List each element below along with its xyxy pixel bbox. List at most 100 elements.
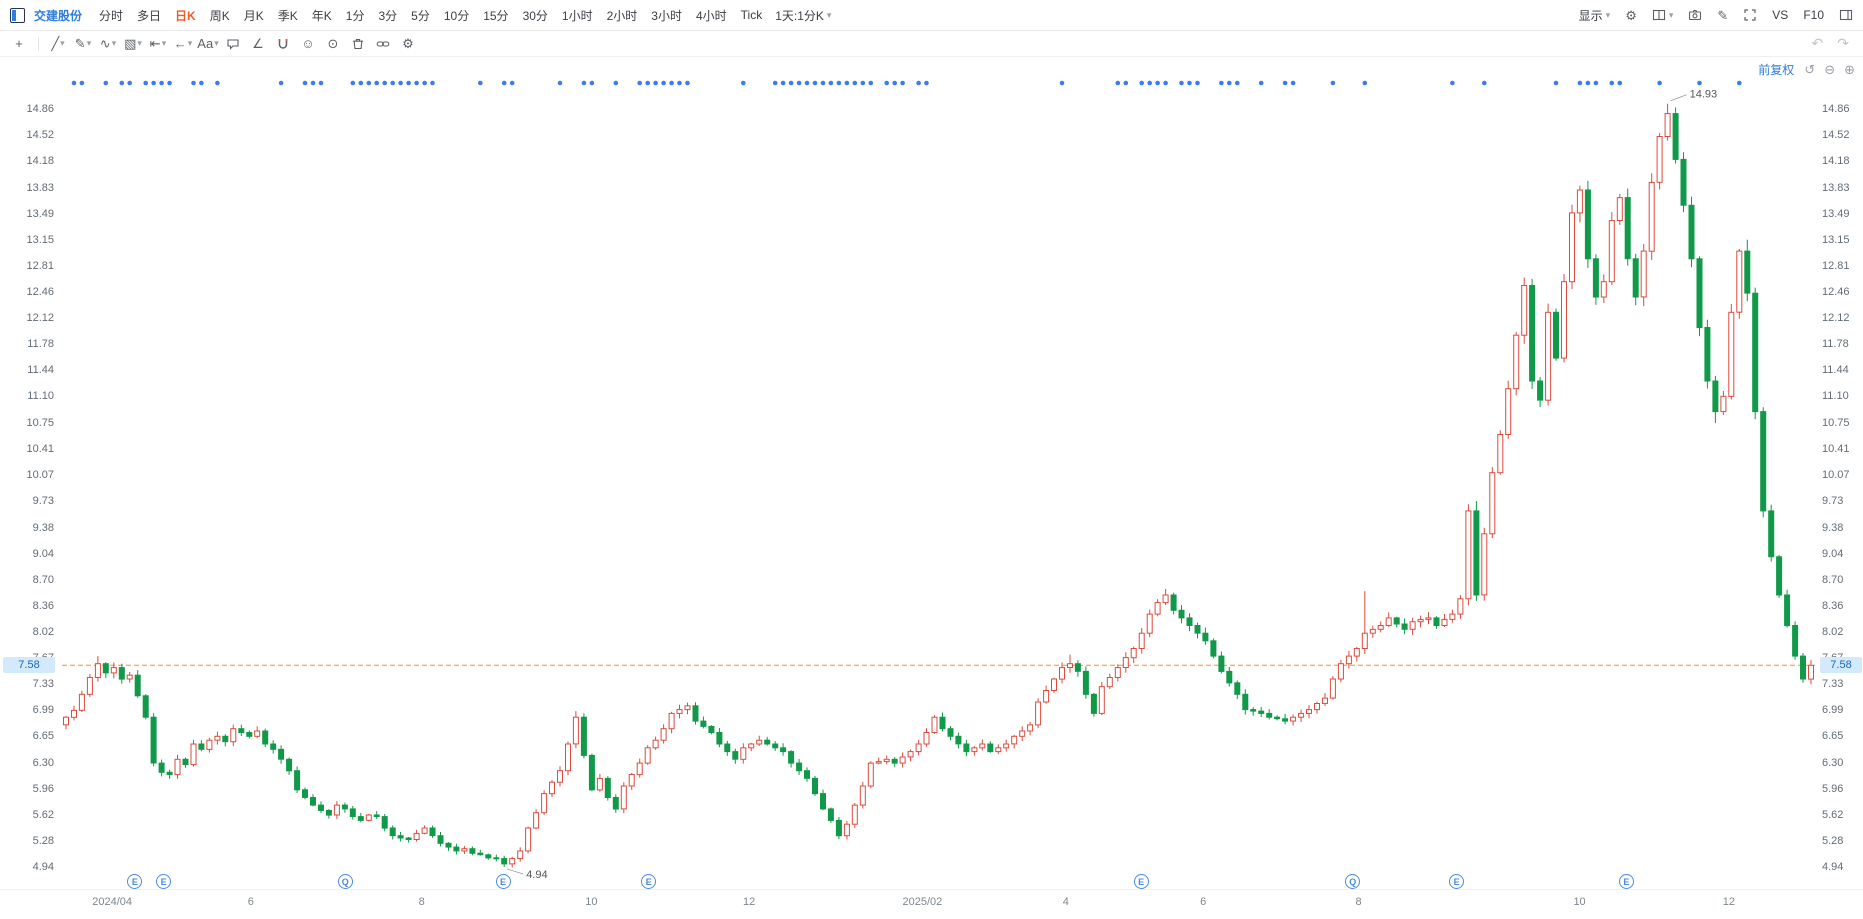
period-tab-4[interactable]: 月K [243,8,264,23]
undo-icon[interactable]: ↶ [1811,35,1824,51]
news-event-dot[interactable] [509,80,515,86]
announcement-marker-1[interactable]: E [156,874,172,889]
period-tab-7[interactable]: 1分 [345,8,365,23]
adjust-mode-button[interactable]: 前复权 [1758,63,1795,77]
news-event-dot[interactable] [613,80,619,86]
announcement-marker-0[interactable]: E [127,874,143,889]
news-event-dot[interactable] [478,80,483,86]
news-event-dot[interactable] [1609,80,1615,86]
news-event-dot[interactable] [860,80,866,86]
fullscreen-icon[interactable] [1743,8,1757,22]
announcement-marker-5[interactable]: E [1133,874,1149,889]
news-event-dot[interactable] [414,80,419,86]
news-event-dot[interactable] [645,80,650,86]
period-tab-11[interactable]: 15分 [483,8,509,23]
period-tab-0[interactable]: 分时 [99,8,124,23]
news-event-dot[interactable] [1163,80,1168,86]
news-event-dot[interactable] [1362,80,1368,86]
news-event-dot[interactable] [215,80,220,86]
announcement-marker-3[interactable]: E [495,874,511,889]
news-event-dot[interactable] [119,80,125,86]
news-event-dot[interactable] [1059,80,1065,86]
announcement-marker-7[interactable]: E [1449,874,1465,889]
news-event-dot[interactable] [892,80,897,86]
news-event-dot[interactable] [374,80,380,86]
comment-tool[interactable] [222,34,244,54]
news-event-dot[interactable] [812,80,818,86]
news-event-dot[interactable] [868,80,874,86]
zoom-in-icon[interactable]: ⊕ [1844,62,1855,77]
news-event-dot[interactable] [79,80,85,86]
news-event-dot[interactable] [1593,80,1599,86]
vs-button[interactable]: VS [1772,8,1788,22]
news-event-dot[interactable] [1697,80,1702,86]
news-event-dot[interactable] [900,80,905,86]
news-event-dot[interactable] [589,80,595,86]
news-event-dot[interactable] [828,80,834,86]
news-event-dot[interactable] [318,80,324,86]
news-event-dot[interactable] [1553,80,1559,86]
news-event-dot[interactable] [653,80,658,86]
panel-toggle-icon[interactable] [1839,8,1853,22]
link-tool[interactable] [372,34,394,54]
news-event-dot[interactable] [669,80,674,86]
period-tab-17[interactable]: Tick [740,8,763,22]
draw-mode-icon[interactable]: ✎ [1717,7,1729,23]
news-event-dot[interactable] [1179,80,1184,86]
news-event-dot[interactable] [310,80,316,86]
news-event-dot[interactable] [1577,80,1583,86]
news-event-dot[interactable] [71,80,77,86]
news-event-dot[interactable] [1235,80,1240,86]
news-event-dot[interactable] [199,80,204,86]
news-event-dot[interactable] [1290,80,1296,86]
news-event-dot[interactable] [302,80,308,86]
news-event-dot[interactable] [796,80,802,86]
news-event-dot[interactable] [1657,80,1662,86]
announcement-marker-6[interactable]: Q [1345,874,1361,889]
news-event-dot[interactable] [741,80,746,86]
period-tab-1[interactable]: 多日 [137,8,162,23]
target-tool[interactable]: ⊙ [327,36,339,51]
period-tab-12[interactable]: 30分 [522,8,548,23]
display-dropdown[interactable]: 显示 ▾ [1579,7,1611,24]
news-event-dot[interactable] [844,80,850,86]
news-event-dot[interactable] [127,80,132,86]
magnet-tool[interactable] [272,34,294,54]
news-event-dot[interactable] [1258,80,1264,86]
news-event-dot[interactable] [1585,80,1591,86]
news-event-dot[interactable] [1450,80,1455,86]
news-event-dot[interactable] [1282,80,1288,86]
period-tab-3[interactable]: 周K [209,8,230,23]
redo-icon[interactable]: ↷ [1837,35,1849,51]
news-event-dot[interactable] [398,80,403,86]
delete-tool[interactable] [347,34,369,54]
news-event-dot[interactable] [1737,80,1742,86]
zoom-out-icon[interactable]: ⊖ [1824,62,1836,77]
chart-canvas[interactable]: 14.93 4.94 14.86 14.52 14.18 13.83 13.49 13.15… [0,57,1863,918]
angle-tool[interactable]: ∠ [252,36,264,51]
drawing-settings-tool[interactable]: ⚙ [402,36,414,51]
chart-window-icon[interactable] [10,7,25,23]
news-event-dot[interactable] [1617,80,1623,86]
news-event-dot[interactable] [820,80,826,86]
news-event-dot[interactable] [143,80,148,86]
text-tool[interactable]: Aa ▾ [197,36,219,51]
news-event-dot[interactable] [1147,80,1152,86]
period-tab-6[interactable]: 年K [311,8,332,23]
f10-button[interactable]: F10 [1803,8,1824,22]
news-event-dot[interactable] [1219,80,1224,86]
news-event-dot[interactable] [804,80,810,86]
news-event-dot[interactable] [430,80,435,86]
pattern-tool[interactable]: ▧ ▾ [124,36,142,51]
emoji-tool[interactable]: ☺ [301,36,315,51]
crosshair-move-tool[interactable]: + [15,36,23,51]
news-event-dot[interactable] [836,80,842,86]
news-event-dot[interactable] [852,80,858,86]
news-event-dot[interactable] [677,80,682,86]
period-tab-5[interactable]: 季K [277,8,298,23]
news-event-dot[interactable] [390,80,396,86]
arrow-tool[interactable]: ← ▾ [173,36,193,51]
period-tab-8[interactable]: 3分 [378,8,398,23]
price-axis-right[interactable]: 14.86 14.52 14.18 13.83 13.49 13.15 12.81 12.46… [1820,57,1863,918]
announcement-marker-2[interactable]: Q [337,874,353,889]
